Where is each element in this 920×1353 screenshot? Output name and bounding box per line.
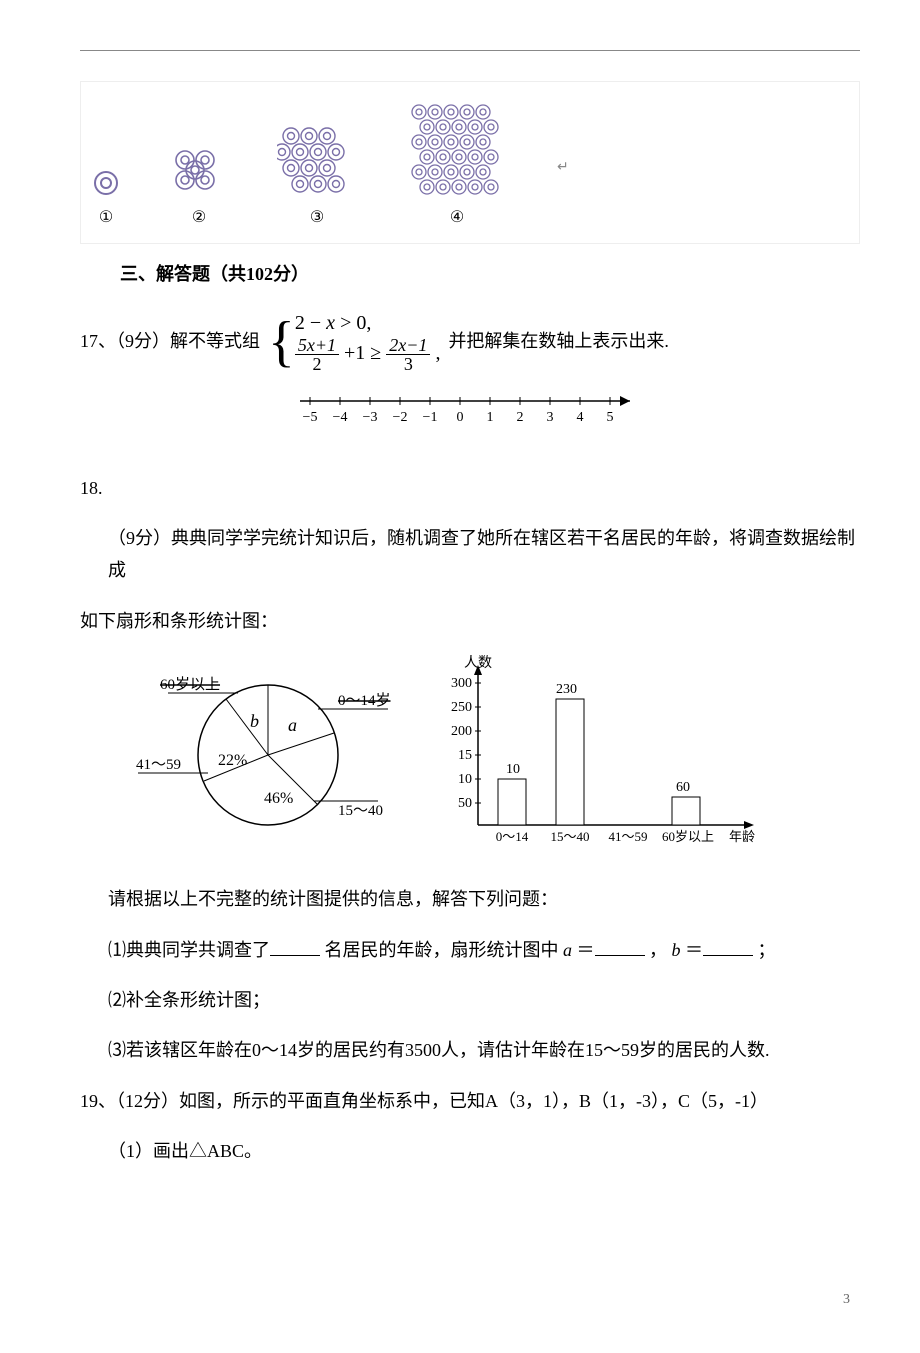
ring-grid-icon <box>277 124 357 198</box>
svg-text:60岁以上: 60岁以上 <box>662 829 714 844</box>
blank <box>270 937 320 956</box>
blank <box>595 937 645 956</box>
svg-text:年龄: 年龄 <box>729 829 755 844</box>
pattern-label: ② <box>192 204 206 233</box>
question-19: 19、（12分）如图，所示的平面直角坐标系中，已知A（3，1），B（1，-3），… <box>80 1085 860 1117</box>
question-18: 18. （9分）典典同学学完统计知识后，随机调查了她所在辖区若干名居民的年龄，将… <box>80 472 860 1067</box>
svg-text:−1: −1 <box>423 410 438 425</box>
q18-intro-1: （9分）典典同学学完统计知识后，随机调查了她所在辖区若干名居民的年龄，将调查数据… <box>108 522 860 587</box>
bar-chart: 人数 300 250 200 15 10 50 10 230 60 0 <box>428 655 768 865</box>
pie-a: a <box>288 715 297 735</box>
q18-sub2: ⑵补全条形统计图； <box>108 984 860 1016</box>
bar-val-230: 230 <box>556 682 577 697</box>
q18-sub3: ⑶若该辖区年龄在0～14岁的居民约有3500人，请估计年龄在15～59岁的居民的… <box>108 1034 860 1066</box>
pie-label-0: 0～14岁 <box>338 692 391 709</box>
left-brace-icon: { <box>268 314 295 370</box>
pattern-label: ④ <box>450 204 464 233</box>
svg-text:15: 15 <box>458 748 472 763</box>
bar-val-10: 10 <box>506 762 520 777</box>
svg-text:−5: −5 <box>303 410 318 425</box>
linebreak-icon: ↵ <box>557 155 569 180</box>
svg-text:41～59: 41～59 <box>608 829 647 844</box>
svg-text:10: 10 <box>458 772 472 787</box>
eq-line-2: 5x+12 +1 ≥ 2x−13 , <box>295 336 441 373</box>
svg-text:−4: −4 <box>333 410 348 425</box>
equation-system: { 2 − x > 0, 5x+12 +1 ≥ 2x−13 , <box>268 310 440 373</box>
pie-22: 22% <box>218 752 247 769</box>
svg-text:1: 1 <box>487 410 494 425</box>
svg-text:250: 250 <box>451 700 472 715</box>
q17-prefix: 17、（9分）解不等式组 <box>80 325 260 357</box>
pie-label-60: 60岁以上 <box>160 676 220 693</box>
svg-text:0～14: 0～14 <box>496 829 529 844</box>
bar-val-60: 60 <box>676 780 690 795</box>
pattern-3: ③ <box>277 124 357 233</box>
q18-after: 请根据以上不完整的统计图提供的信息，解答下列问题： <box>108 883 860 915</box>
pattern-figure-row: ① ② <box>80 81 860 244</box>
svg-text:50: 50 <box>458 796 472 811</box>
ring-grid-icon <box>407 102 507 198</box>
q17-suffix: 并把解集在数轴上表示出来. <box>448 325 669 357</box>
pattern-label: ① <box>99 204 113 233</box>
pattern-2: ② <box>171 148 227 233</box>
page-number: 3 <box>80 1287 860 1312</box>
svg-text:4: 4 <box>577 410 584 425</box>
svg-text:5: 5 <box>607 410 614 425</box>
eq-line-1: 2 − x > 0, <box>295 310 441 336</box>
svg-text:15～40: 15～40 <box>550 829 589 844</box>
q19-sub1: （1）画出△ABC。 <box>108 1135 860 1167</box>
svg-text:200: 200 <box>451 724 472 739</box>
pie-label-41: 41～59 <box>136 757 181 773</box>
svg-text:−2: −2 <box>393 410 408 425</box>
pie-b: b <box>250 711 259 731</box>
blank <box>703 937 753 956</box>
pie-label-15: 15～40 <box>338 803 383 819</box>
pattern-1: ① <box>91 168 121 233</box>
q18-number: 18. <box>80 472 860 504</box>
pie-chart: a b 22% 46% 60岁以上 0～14岁 41～59 15～40 <box>108 655 408 855</box>
pattern-4: ④ <box>407 102 507 233</box>
svg-text:3: 3 <box>547 410 554 425</box>
svg-text:0: 0 <box>457 410 464 425</box>
q18-sub1: ⑴典典同学共调查了 名居民的年龄，扇形统计图中 a ＝ ， b ＝ ； <box>108 934 860 966</box>
section-title: 三、解答题（共102分） <box>120 258 860 290</box>
pattern-label: ③ <box>310 204 324 233</box>
ring-icon <box>91 168 121 198</box>
svg-text:2: 2 <box>517 410 524 425</box>
top-rule <box>80 50 860 51</box>
question-17: 17、（9分）解不等式组 { 2 − x > 0, 5x+12 +1 ≥ 2x−… <box>80 310 860 373</box>
ring-grid-icon <box>171 148 227 198</box>
number-line: −5 −4 −3 −2 −1 0 1 2 3 4 5 <box>80 385 860 441</box>
q18-intro-2: 如下扇形和条形统计图： <box>80 605 860 637</box>
svg-text:300: 300 <box>451 676 472 691</box>
svg-text:−3: −3 <box>363 410 378 425</box>
pie-46: 46% <box>264 790 293 807</box>
